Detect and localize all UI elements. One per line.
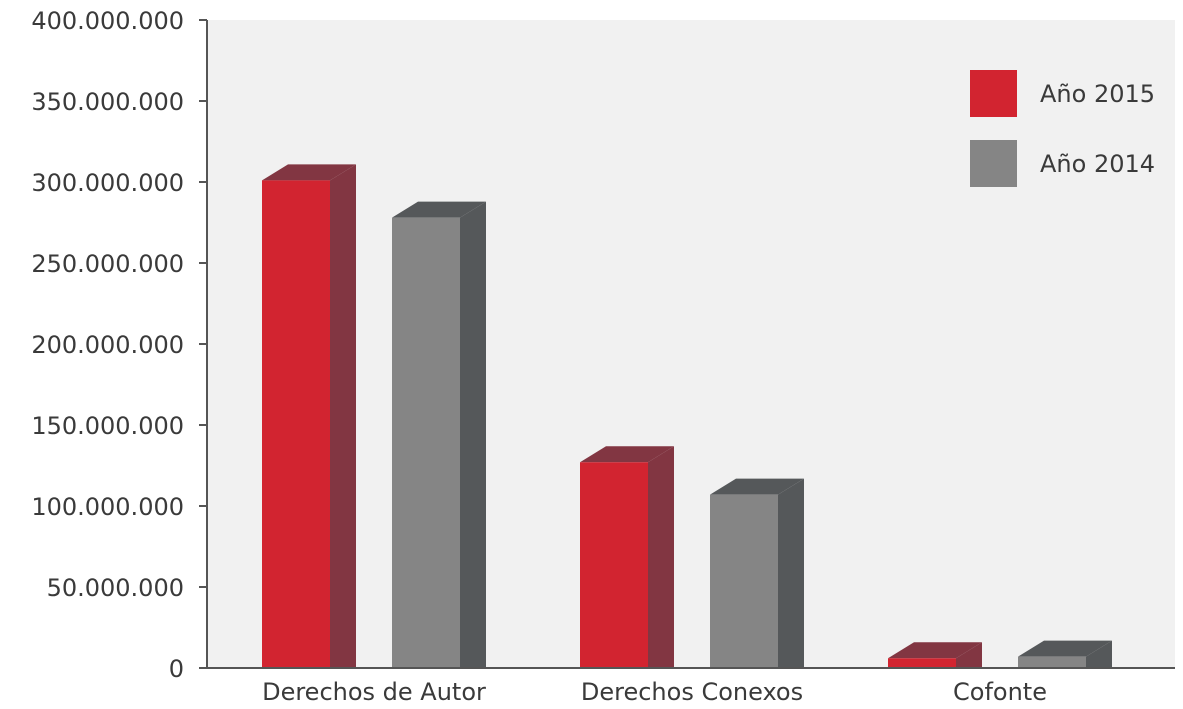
bar-front xyxy=(1018,656,1086,668)
bar-front xyxy=(710,494,778,668)
bars-layer xyxy=(262,164,1112,668)
bar-top xyxy=(262,164,356,181)
y-tick-label: 350.000.000 xyxy=(31,88,184,116)
bar-0-0 xyxy=(262,164,356,668)
bar-front xyxy=(888,658,956,668)
bar-top xyxy=(710,478,804,495)
y-tick-label: 50.000.000 xyxy=(47,574,184,602)
y-tick-label: 150.000.000 xyxy=(31,412,184,440)
bar-side xyxy=(956,642,982,668)
legend-swatch xyxy=(970,140,1017,187)
bar-front xyxy=(392,217,460,668)
plot-background xyxy=(207,20,1175,668)
legend-swatch xyxy=(970,70,1017,117)
y-tick-label: 0 xyxy=(169,655,184,683)
legend-label: Año 2014 xyxy=(1040,150,1155,178)
legend: Año 2015 Año 2014 xyxy=(970,70,1155,187)
bar-side xyxy=(460,201,486,668)
bar-side xyxy=(330,164,356,668)
bar-side xyxy=(648,446,674,668)
bar-1-1 xyxy=(710,478,804,668)
axes-layer xyxy=(199,19,1175,669)
bar-front xyxy=(262,180,330,668)
x-tick-label: Cofonte xyxy=(953,678,1047,706)
legend-label: Año 2015 xyxy=(1040,80,1155,108)
bar-top xyxy=(392,201,486,218)
bar-top xyxy=(1018,640,1112,657)
y-tick-label: 250.000.000 xyxy=(31,250,184,278)
bar-2-0 xyxy=(888,642,982,668)
bar-1-0 xyxy=(580,446,674,668)
bar-front xyxy=(580,462,648,668)
bar-side xyxy=(778,478,804,668)
y-tick-label: 300.000.000 xyxy=(31,169,184,197)
y-tick-label: 400.000.000 xyxy=(31,7,184,35)
y-tick-label: 100.000.000 xyxy=(31,493,184,521)
y-tick-label: 200.000.000 xyxy=(31,331,184,359)
bar-0-1 xyxy=(392,201,486,668)
bar-top xyxy=(888,642,982,659)
bar-2-1 xyxy=(1018,640,1112,668)
labels-layer: Derechos de Autor Derechos Conexos Cofonte… xyxy=(31,7,1047,706)
x-tick-label: Derechos Conexos xyxy=(581,678,803,706)
x-tick-label: Derechos de Autor xyxy=(262,678,486,706)
bar-top xyxy=(580,446,674,463)
bar-side xyxy=(1086,640,1112,668)
